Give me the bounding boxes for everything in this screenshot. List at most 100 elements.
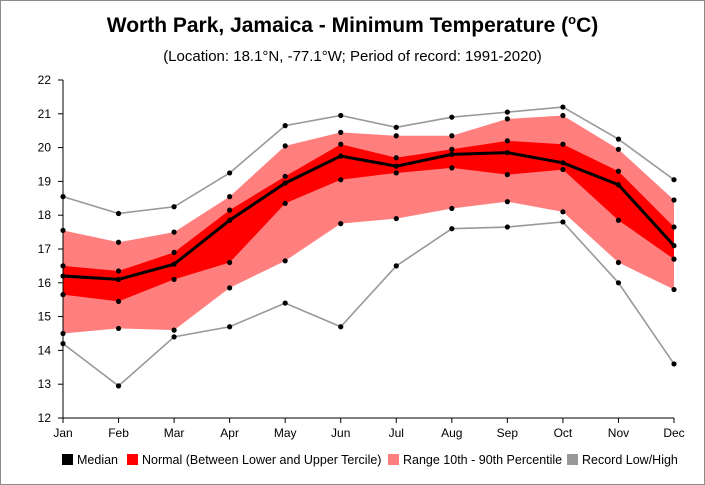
p10-point-may [282,258,288,264]
y-tick-label-21: 21 [38,107,52,121]
x-tick-label-oct: Oct [554,426,573,440]
record-high-point-jun [338,112,344,119]
y-tick-label-16: 16 [38,276,52,290]
upper-tercile-point-jul [393,155,399,161]
record-high-point-may [282,123,288,129]
median-point-sep [504,150,510,156]
legend-swatch-tercile [127,454,138,465]
band-layer [63,115,674,334]
x-tick-label-jul: Jul [389,426,404,440]
p10-point-sep [504,199,510,205]
upper-tercile-point-nov [615,168,622,174]
median-point-jun [338,153,344,159]
legend-label-record: Record Low/High [582,453,678,467]
record-high-point-feb [115,210,122,217]
lower-tercile-point-apr [227,259,233,266]
x-tick-label-jun: Jun [331,426,350,440]
record-low-point-mar [171,334,177,340]
chart-title: Worth Park, Jamaica - Minimum Temperatur… [106,12,599,37]
axes-layer: 12 13 14 15 16 17 18 19 20 21 22 Jan Feb Mar Apr May Jun… [38,73,685,440]
median-point-nov [615,182,622,188]
lower-tercile-point-dec [671,256,677,262]
upper-tercile-point-oct [560,141,566,147]
record-high-point-aug [449,114,455,120]
y-tick-label-18: 18 [38,208,52,222]
record-high-point-dec [671,177,677,183]
p90-point-jun [338,129,344,135]
median-point-may [282,180,288,186]
record-low-line [62,221,675,387]
p90-point-sep [504,116,510,122]
upper-tercile-point-dec [671,224,677,230]
legend-label-median: Median [77,453,118,467]
chart-subtitle: (Location: 18.1°N, -77.1°W; Period of re… [163,48,542,65]
median-point-apr [227,217,233,223]
p10-point-jun [338,221,344,227]
legend-label-p10_90: Range 10th - 90th Percentile [403,453,562,467]
record-low-point-aug [449,226,455,232]
p10-point-jul [393,215,399,222]
record-high-point-jul [393,124,399,130]
y-tick-label-15: 15 [38,310,52,324]
record-high-point-mar [171,204,177,210]
lower-tercile-point-may [282,200,288,206]
p90-point-jul [393,133,399,139]
median-point-mar [171,261,177,267]
p90-point-oct [560,112,566,119]
p90-point-may [282,143,288,149]
record-low-point-nov [615,280,622,286]
lower-tercile-point-mar [171,276,177,283]
record-low-point-oct [560,219,566,225]
y-tick-label-17: 17 [38,242,52,256]
upper-tercile-point-apr [227,207,233,213]
upper-tercile-point-jun [338,141,344,147]
p10-point-aug [449,205,455,212]
x-tick-label-mar: Mar [164,426,185,440]
lower-tercile-point-jul [393,170,399,176]
p90-point-apr [227,194,233,200]
record-low-point-apr [227,324,233,330]
x-tick-label-jan: Jan [53,426,72,440]
x-tick-label-aug: Aug [441,426,462,440]
upper-tercile-point-feb [115,268,122,274]
p10-point-dec [671,286,677,293]
median-point-oct [560,160,566,166]
p10-point-nov [615,259,622,266]
record-low-point-dec [671,361,677,367]
x-tick-label-dec: Dec [663,426,684,440]
legend-swatch-record [567,454,578,465]
x-tick-label-nov: Nov [608,426,629,440]
y-tick-label-19: 19 [38,174,52,188]
y-tick-label-22: 22 [38,73,52,87]
p10-point-apr [227,285,233,291]
x-tick-label-feb: Feb [108,426,129,440]
y-tick-label-14: 14 [38,343,52,357]
record-low-point-jul [393,263,399,269]
y-tick-label-13: 13 [38,377,52,391]
upper-tercile-point-may [282,173,288,179]
record-high-point-nov [615,136,622,142]
lower-tercile-point-jun [338,177,344,183]
p10-point-mar [171,327,177,333]
x-tick-label-apr: Apr [220,426,239,440]
p90-point-nov [615,146,622,152]
upper-tercile-point-mar [171,249,177,255]
legend: Median Normal (Between Lower and Upper Te… [62,453,678,467]
lower-tercile-point-sep [504,172,510,178]
legend-swatch-p10_90 [388,454,399,465]
record-high-point-oct [560,104,566,110]
upper-tercile-point-sep [504,138,510,144]
lower-tercile-point-feb [115,298,122,304]
p90-point-mar [171,229,177,235]
record-low-point-sep [504,224,510,230]
tercile-band [63,140,674,302]
legend-swatch-median [62,454,73,465]
p10-point-feb [115,325,122,332]
y-tick-label-20: 20 [38,141,52,155]
line-layer [60,104,677,389]
median-line [62,151,676,281]
p10-point-oct [560,209,566,215]
p90-point-feb [115,239,122,245]
record-high-point-sep [504,109,510,115]
